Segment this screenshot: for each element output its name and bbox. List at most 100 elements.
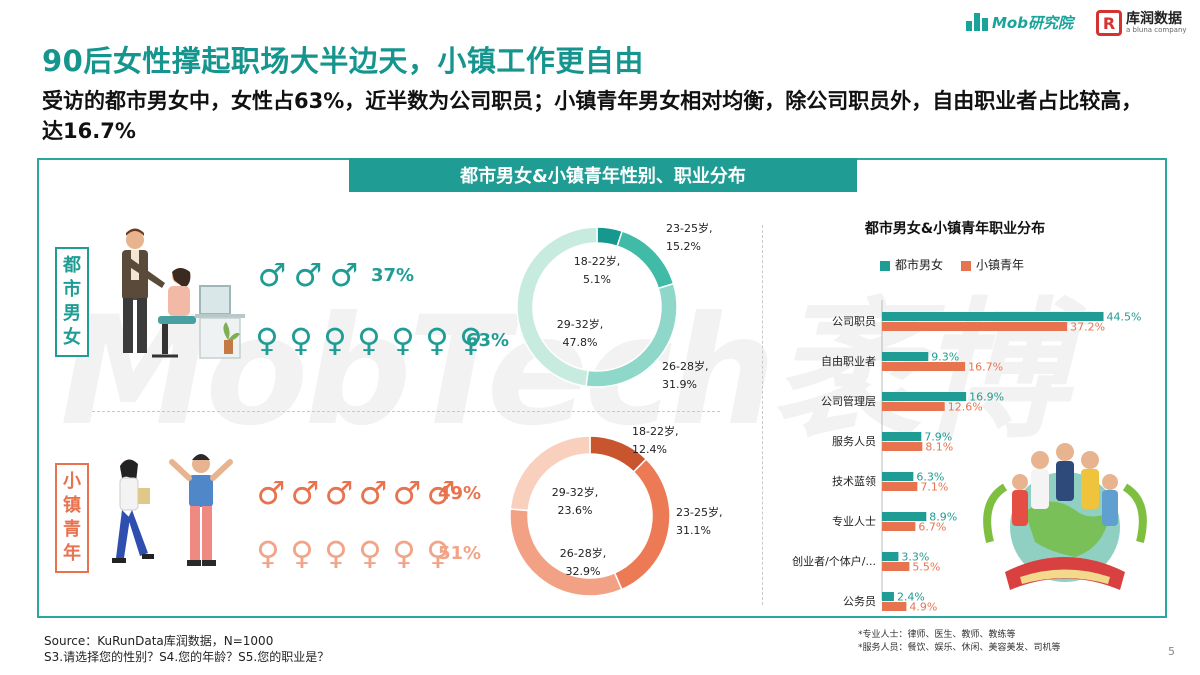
town-female-icons: ♀ ♀ ♀ ♀ ♀ ♀ [252, 535, 454, 571]
male-sign-icon: ♂ [329, 256, 359, 294]
city-female-pct: 63% [466, 330, 510, 351]
segment-label: 23-25岁, [676, 505, 722, 519]
female-sign-icon: ♀ [324, 534, 348, 572]
legend-item: 小镇青年 [961, 256, 1024, 273]
segment-value: 31.9% [662, 378, 697, 391]
segment-value: 12.4% [632, 443, 667, 456]
segment-label: 29-32岁, [552, 485, 598, 499]
bar-value-label: 16.7% [968, 361, 1003, 374]
bar [882, 432, 922, 441]
bar [882, 352, 929, 361]
female-sign-icon: ♀ [357, 321, 381, 359]
category-label: 自由职业者 [821, 354, 876, 368]
footnote: *专业人士：律师、医生、教师、教练等 [858, 630, 1016, 640]
bar-value-label: 8.1% [925, 441, 953, 454]
group-label-town: 小 镇 青 年 [55, 463, 89, 573]
category-label: 创业者/个体户/... [792, 554, 876, 568]
group-label-char: 小 [63, 471, 81, 492]
group-label-city: 都 市 男 女 [55, 247, 89, 357]
kurun-logo: R 库润数据 a bluna company [1096, 8, 1187, 38]
female-sign-icon: ♀ [391, 321, 415, 359]
bar [882, 562, 910, 571]
female-sign-icon: ♀ [392, 534, 416, 572]
female-sign-icon: ♀ [425, 321, 449, 359]
town-male-pct: 49% [438, 483, 482, 504]
city-age-donut: 18-22岁, 5.1% 23-25岁, 15.2% 26-28岁, 31.9% 29-32… [516, 221, 712, 391]
kurun-logo-text: 库润数据 [1126, 10, 1182, 27]
bar-value-label: 8.9% [929, 511, 957, 524]
bar-value-label: 5.5% [912, 561, 940, 574]
bar-value-label: 9.3% [931, 351, 959, 364]
page-title: 90后女性撑起职场大半边天，小镇工作更自由 [42, 44, 644, 78]
page-number: 5 [1168, 645, 1175, 658]
male-sign-icon: ♂ [290, 474, 320, 512]
group-label-char: 市 [63, 279, 81, 300]
male-sign-icon: ♂ [293, 256, 323, 294]
kurun-logo-subtext: a bluna company [1126, 25, 1187, 34]
segment-value: 23.6% [558, 504, 593, 517]
segment-label: 23-25岁, [666, 221, 712, 235]
female-sign-icon: ♀ [255, 321, 279, 359]
city-female-icons: ♀ ♀ ♀ ♀ ♀ ♀ ♀ [251, 322, 487, 358]
bar-chart-legend: 都市男女 小镇青年 [880, 256, 1024, 273]
donut-segment [516, 226, 598, 388]
bar-value-label: 7.1% [920, 481, 948, 494]
female-sign-icon: ♀ [323, 321, 347, 359]
bar [882, 472, 914, 481]
segment-label: 26-28岁, [662, 359, 708, 373]
bar-value-label: 37.2% [1070, 321, 1105, 334]
town-age-donut: 18-22岁, 12.4% 23-25岁, 31.1% 26-28岁, 32.9% 29-3… [509, 424, 722, 597]
female-sign-icon: ♀ [426, 534, 450, 572]
bar-value-label: 4.9% [909, 601, 937, 614]
city-office-illustration [122, 228, 245, 359]
source-line: Source：KuRunData库润数据，N=1000 [44, 634, 274, 648]
legend-label: 都市男女 [895, 258, 944, 272]
bar [882, 552, 899, 561]
legend-item: 都市男女 [880, 256, 943, 273]
bar-value-label: 7.9% [924, 431, 952, 444]
segment-value: 15.2% [666, 240, 701, 253]
donut-segment [509, 435, 591, 512]
female-sign-icon: ♀ [289, 321, 313, 359]
category-label: 公司职员 [832, 315, 876, 328]
footnote: *服务人员：餐饮、娱乐、休闲、美容美发、司机等 [858, 643, 1061, 653]
column-divider [762, 225, 763, 605]
male-sign-icon: ♂ [324, 474, 354, 512]
bar [882, 322, 1068, 331]
category-label: 技术蓝领 [832, 475, 876, 488]
category-label: 服务人员 [832, 435, 876, 448]
bar [882, 392, 967, 401]
bar-value-label: 16.9% [969, 391, 1004, 404]
legend-label: 小镇青年 [976, 258, 1025, 272]
male-sign-icon: ♂ [358, 474, 388, 512]
town-male-icons: ♂ ♂ ♂ ♂ ♂ ♂ [255, 475, 457, 511]
segment-label: 29-32岁, [557, 317, 603, 331]
group-label-char: 都 [63, 255, 81, 276]
bar-value-label: 12.6% [948, 401, 983, 414]
mob-logo: Mob研究院 [966, 10, 1073, 34]
bar [882, 512, 927, 521]
female-sign-icon: ♀ [459, 321, 483, 359]
bar [882, 592, 894, 601]
male-sign-icon: ♂ [392, 474, 422, 512]
group-label-char: 年 [63, 543, 81, 564]
category-label: 公务员 [843, 595, 876, 608]
group-label-char: 女 [63, 327, 81, 348]
female-sign-icon: ♀ [290, 534, 314, 572]
segment-label: 18-22岁, [632, 424, 678, 438]
town-youth-illustration [112, 454, 233, 566]
female-sign-icon: ♀ [256, 534, 280, 572]
segment-value: 32.9% [566, 565, 601, 578]
group-label-char: 青 [63, 519, 81, 540]
section-divider [92, 411, 720, 412]
occupations-illustration [983, 443, 1147, 590]
segment-value: 5.1% [583, 273, 611, 286]
questions-line: S3.请选择您的性别？S4.您的年龄？S5.您的职业是？ [44, 650, 330, 664]
segment-label: 26-28岁, [560, 546, 606, 560]
section-banner: 都市男女&小镇青年性别、职业分布 [349, 158, 857, 192]
bar [882, 522, 916, 531]
bar [882, 602, 907, 611]
bar [882, 362, 966, 371]
male-sign-icon: ♂ [257, 256, 287, 294]
town-female-pct: 51% [438, 543, 482, 564]
